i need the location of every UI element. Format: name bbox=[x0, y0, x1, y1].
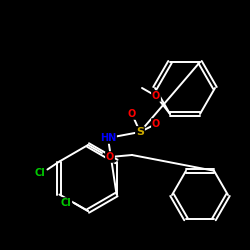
Text: O: O bbox=[128, 109, 136, 119]
Text: S: S bbox=[136, 127, 144, 137]
Text: Cl: Cl bbox=[34, 168, 45, 178]
Text: O: O bbox=[106, 152, 114, 162]
Text: O: O bbox=[152, 119, 160, 129]
Text: O: O bbox=[152, 91, 160, 101]
Text: Cl: Cl bbox=[60, 198, 72, 208]
Text: HN: HN bbox=[100, 133, 116, 143]
